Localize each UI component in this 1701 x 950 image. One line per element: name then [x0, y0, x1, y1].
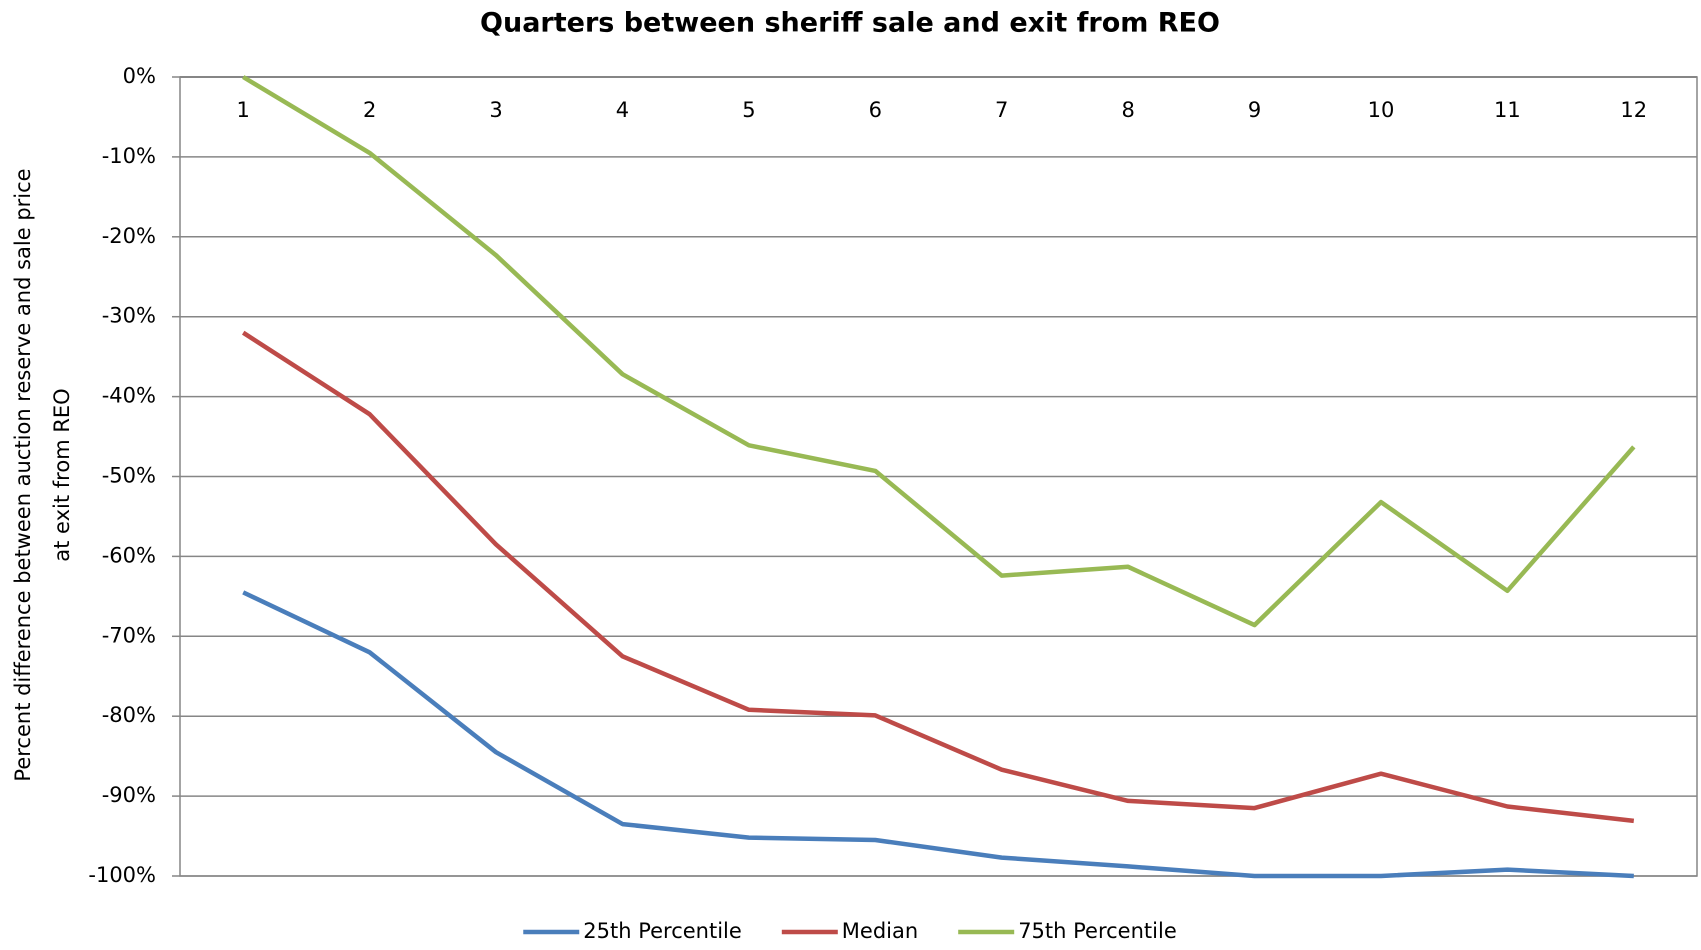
legend-label: Median [842, 919, 918, 943]
x-tick-label: 1 [237, 98, 250, 122]
x-tick-label: 2 [363, 98, 376, 122]
y-axis-label: at exit from REO [50, 388, 74, 561]
chart-title: Quarters between sheriff sale and exit f… [480, 8, 1220, 39]
y-axis-label: Percent difference between auction reser… [11, 168, 35, 781]
y-tick-label: -70% [102, 623, 156, 647]
x-tick-label: 5 [742, 98, 755, 122]
y-tick-label: -10% [102, 144, 156, 168]
series-line [242, 590, 1634, 879]
x-tick-label: 7 [995, 98, 1008, 122]
y-tick-label: -80% [102, 703, 156, 727]
x-tick-label: 11 [1494, 98, 1521, 122]
series-line [242, 75, 1636, 628]
y-tick-label: -40% [102, 384, 156, 408]
x-tick-label: 4 [616, 98, 629, 122]
series-line [241, 330, 1635, 824]
y-tick-label: -20% [102, 224, 156, 248]
y-tick-label: -30% [102, 304, 156, 328]
y-tick-label: -60% [102, 543, 156, 567]
y-tick-label: -50% [102, 464, 156, 488]
x-tick-label: 3 [489, 98, 502, 122]
x-tick-label: 10 [1368, 98, 1395, 122]
x-tick-label: 6 [869, 98, 882, 122]
x-tick-label: 12 [1620, 98, 1647, 122]
legend-label: 25th Percentile [583, 919, 742, 943]
x-tick-label: 8 [1121, 98, 1134, 122]
x-tick-label: 9 [1248, 98, 1261, 122]
y-tick-label: 0% [123, 64, 156, 88]
y-tick-label: -90% [102, 783, 156, 807]
legend-label: 75th Percentile [1018, 919, 1177, 943]
y-tick-label: -100% [88, 863, 156, 887]
